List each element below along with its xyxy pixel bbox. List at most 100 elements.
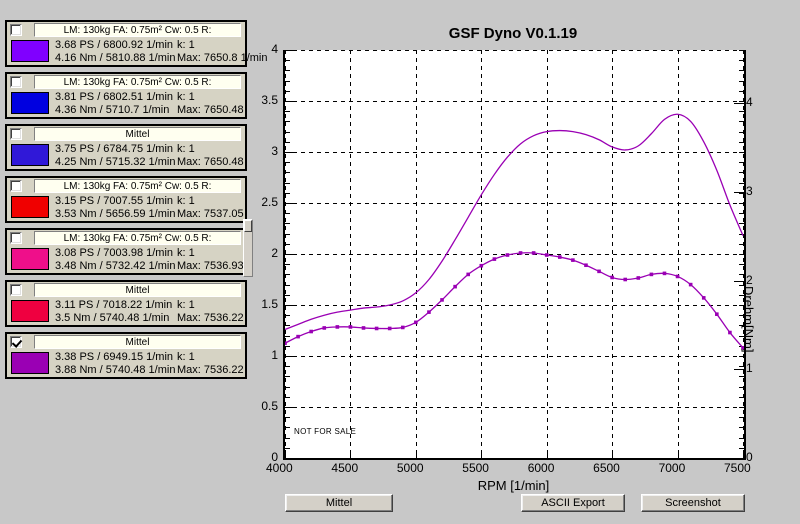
x-axis-tick-label: 4500 [331, 461, 359, 475]
legend-color-swatch[interactable] [11, 248, 49, 270]
legend-panel-title[interactable]: Mittel [34, 127, 241, 141]
y-axis-left-tick-label: 0 [271, 450, 278, 464]
legend-scrollbar[interactable] [243, 219, 253, 277]
legend-power-row: 3.08 PS / 7003.98 1/min k: 1 [55, 247, 242, 259]
plot-svg [285, 50, 744, 458]
legend-panel[interactable]: LM: 130kg FA: 0.75m² Cw: 0.5 R: 3.68 PS /… [5, 20, 268, 67]
legend-panel-header: LM: 130kg FA: 0.75m² Cw: 0.5 R: [7, 74, 245, 89]
mittel-button[interactable]: Mittel [285, 494, 393, 512]
y-axis-right-tick-label: 0 [746, 450, 753, 464]
legend-torque-value: 4.36 Nm / 5710.7 1/min [55, 104, 170, 116]
plot-area[interactable]: NOT FOR SALE [283, 50, 746, 460]
legend-visibility-checkbox[interactable] [10, 128, 22, 140]
legend-power-row: 3.68 PS / 6800.92 1/min k: 1 [55, 39, 242, 51]
legend-torque-row: 4.25 Nm / 5715.32 1/min Max: 7650.48 [55, 156, 244, 168]
y-axis-left-tick-label: 3 [271, 144, 278, 158]
legend-torque-value: 4.25 Nm / 5715.32 1/min [55, 156, 176, 168]
legend-torque-value: 3.53 Nm / 5656.59 1/min [55, 208, 176, 220]
measurement-legend-list[interactable]: LM: 130kg FA: 0.75m² Cw: 0.5 R: 3.68 PS /… [5, 20, 268, 380]
legend-torque-row: 3.88 Nm / 5740.48 1/min Max: 7536.22 [55, 364, 244, 376]
screenshot-button[interactable]: Screenshot [641, 494, 745, 512]
legend-panel[interactable]: Mittel 3.38 PS / 6949.15 1/min k: 1 3.88 Nm… [5, 332, 247, 379]
legend-max-value: Max: 7650.8 1/min [177, 52, 268, 64]
legend-color-swatch[interactable] [11, 92, 49, 114]
legend-visibility-checkbox[interactable] [10, 24, 22, 36]
legend-power-value: 3.15 PS / 7007.55 1/min [55, 195, 174, 207]
legend-power-value: 3.75 PS / 6784.75 1/min [55, 143, 174, 155]
legend-k-value: k: 1 [177, 91, 195, 103]
legend-visibility-checkbox[interactable] [10, 284, 22, 296]
x-axis-tick-label: 5500 [462, 461, 489, 475]
chart-title: GSF Dyno V0.1.19 [448, 25, 578, 42]
legend-power-value: 3.08 PS / 7003.98 1/min [55, 247, 174, 259]
legend-panel[interactable]: LM: 130kg FA: 0.75m² Cw: 0.5 R: 3.08 PS /… [5, 228, 247, 275]
legend-panel-header: Mittel [7, 334, 245, 349]
legend-color-swatch[interactable] [11, 300, 49, 322]
legend-torque-value: 3.88 Nm / 5740.48 1/min [55, 364, 176, 376]
legend-power-row: 3.81 PS / 6802.51 1/min k: 1 [55, 91, 242, 103]
legend-panel-header: LM: 130kg FA: 0.75m² Cw: 0.5 R: [7, 178, 245, 193]
legend-visibility-checkbox[interactable] [10, 336, 22, 348]
legend-max-value: Max: 7536.22 [177, 364, 244, 376]
legend-torque-row: 3.48 Nm / 5732.42 1/min Max: 7536.93 [55, 260, 244, 272]
legend-color-swatch[interactable] [11, 40, 49, 62]
x-axis-tick-label: 7000 [658, 461, 686, 475]
legend-panel-title[interactable]: LM: 130kg FA: 0.75m² Cw: 0.5 R: [34, 231, 241, 245]
legend-panel-header: LM: 130kg FA: 0.75m² Cw: 0.5 R: [7, 22, 245, 37]
legend-max-value: Max: 7537.05 [177, 208, 244, 220]
y-axis-left-tick-label: 1.5 [261, 297, 278, 311]
legend-k-value: k: 1 [177, 351, 195, 363]
legend-visibility-checkbox[interactable] [10, 180, 22, 192]
legend-panel-title[interactable]: LM: 130kg FA: 0.75m² Cw: 0.5 R: [34, 23, 241, 37]
legend-k-value: k: 1 [177, 195, 195, 207]
y-axis-right-tick-label: 1 [746, 361, 753, 376]
legend-color-swatch[interactable] [11, 352, 49, 374]
ascii-export-button[interactable]: ASCII Export [521, 494, 625, 512]
y-axis-right-tick-label: 2 [746, 272, 753, 287]
legend-color-swatch[interactable] [11, 144, 49, 166]
legend-panel[interactable]: Mittel 3.11 PS / 7018.22 1/min k: 1 3.5 Nm … [5, 280, 247, 327]
y-axis-left-tick-label: 2.5 [261, 195, 278, 209]
legend-panel-header: Mittel [7, 126, 245, 141]
legend-power-row: 3.15 PS / 7007.55 1/min k: 1 [55, 195, 242, 207]
legend-power-value: 3.38 PS / 6949.15 1/min [55, 351, 174, 363]
legend-k-value: k: 1 [177, 247, 195, 259]
y-axis-right-tick-label: 3 [746, 183, 753, 198]
legend-power-value: 3.81 PS / 6802.51 1/min [55, 91, 174, 103]
legend-panel[interactable]: Mittel 3.75 PS / 6784.75 1/min k: 1 4.25 Nm… [5, 124, 247, 171]
watermark-label: NOT FOR SALE [294, 427, 357, 436]
legend-color-swatch[interactable] [11, 196, 49, 218]
legend-k-value: k: 1 [177, 143, 195, 155]
legend-torque-value: 3.5 Nm / 5740.48 1/min [55, 312, 170, 324]
y-axis-left-tick-label: 0.5 [261, 399, 278, 413]
legend-power-row: 3.11 PS / 7018.22 1/min k: 1 [55, 299, 242, 311]
legend-torque-value: 3.48 Nm / 5732.42 1/min [55, 260, 176, 272]
x-axis-tick-label: 6500 [593, 461, 620, 475]
legend-scrollbar-thumb[interactable] [244, 220, 252, 232]
legend-max-value: Max: 7650.48 [177, 156, 244, 168]
legend-panel-header: Mittel [7, 282, 245, 297]
x-axis-tick-label: 6000 [527, 461, 555, 475]
legend-panel-header: LM: 130kg FA: 0.75m² Cw: 0.5 R: [7, 230, 245, 245]
x-axis-tick-label: 4000 [266, 461, 293, 475]
legend-torque-row: 3.53 Nm / 5656.59 1/min Max: 7537.05 [55, 208, 244, 220]
legend-visibility-checkbox[interactable] [10, 232, 22, 244]
legend-max-value: Max: 7650.48 [177, 104, 244, 116]
legend-power-row: 3.75 PS / 6784.75 1/min k: 1 [55, 143, 242, 155]
legend-torque-row: 4.16 Nm / 5810.88 1/min Max: 7650.8 1/min [55, 52, 268, 64]
legend-panel-title[interactable]: LM: 130kg FA: 0.75m² Cw: 0.5 R: [34, 179, 241, 193]
legend-k-value: k: 1 [177, 299, 195, 311]
legend-visibility-checkbox[interactable] [10, 76, 22, 88]
legend-panel-title[interactable]: Mittel [34, 283, 241, 297]
legend-k-value: k: 1 [177, 39, 195, 51]
legend-panel[interactable]: LM: 130kg FA: 0.75m² Cw: 0.5 R: 3.81 PS /… [5, 72, 247, 119]
legend-panel[interactable]: LM: 130kg FA: 0.75m² Cw: 0.5 R: 3.15 PS /… [5, 176, 247, 223]
x-axis-tick-label: 5000 [396, 461, 424, 475]
y-axis-right-tick-label: 4 [746, 95, 753, 110]
legend-max-value: Max: 7536.22 [177, 312, 244, 324]
legend-panel-title[interactable]: Mittel [34, 335, 241, 349]
legend-panel-title[interactable]: LM: 130kg FA: 0.75m² Cw: 0.5 R: [34, 75, 241, 89]
legend-power-row: 3.38 PS / 6949.15 1/min k: 1 [55, 351, 242, 363]
y-axis-left-tick-label: 1 [271, 348, 278, 362]
